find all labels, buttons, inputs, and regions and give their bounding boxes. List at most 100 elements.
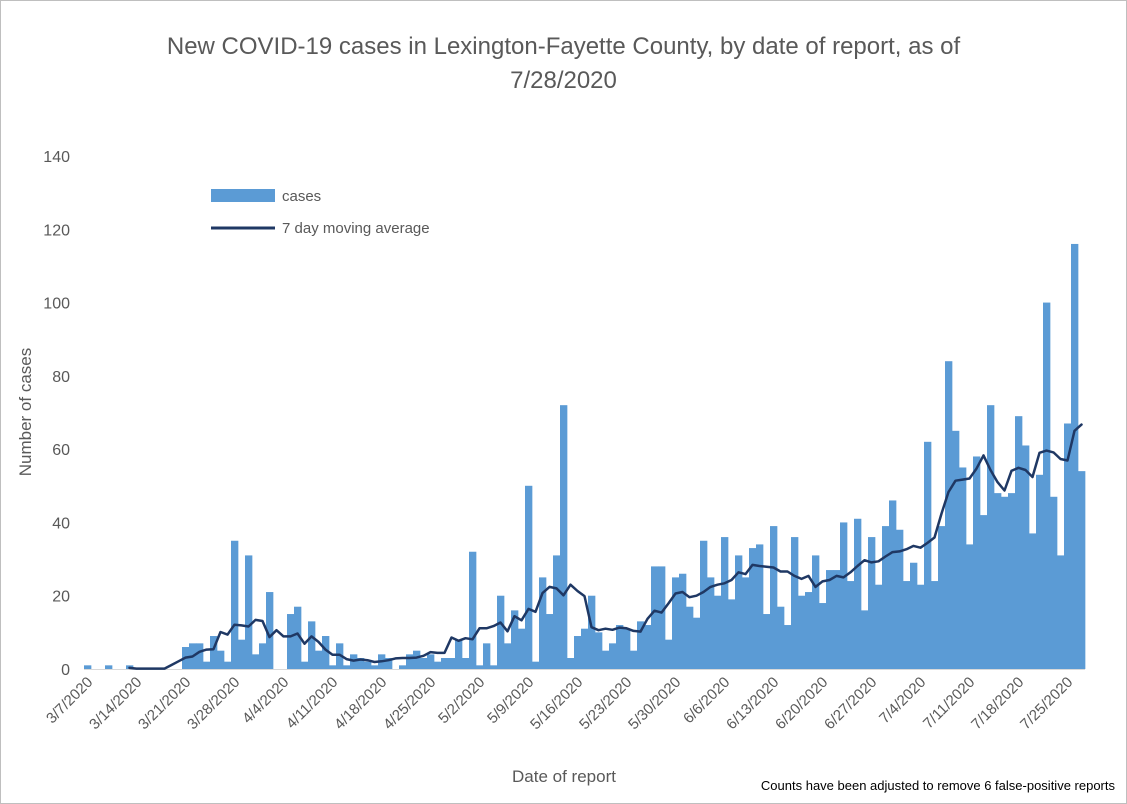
bar: [518, 628, 526, 669]
bar: [826, 570, 834, 669]
bar: [504, 643, 512, 669]
bar: [364, 661, 372, 669]
bar: [847, 581, 855, 669]
bar: [952, 430, 960, 669]
bar: [441, 658, 449, 669]
bar: [84, 665, 92, 669]
bar: [266, 592, 274, 669]
bar: [959, 467, 967, 669]
bar: [245, 555, 253, 669]
bar: [994, 493, 1002, 669]
x-tick-label: 7/25/2020: [1017, 674, 1076, 733]
bar: [917, 584, 925, 669]
bar: [805, 592, 813, 669]
bar: [231, 540, 239, 669]
bar: [301, 661, 309, 669]
bar: [462, 658, 470, 669]
bar: [938, 526, 946, 669]
bar: [987, 405, 995, 669]
bar: [735, 555, 743, 669]
bar: [966, 544, 974, 669]
bar: [609, 643, 617, 669]
x-tick-label: 5/30/2020: [625, 674, 684, 733]
bar: [455, 639, 463, 669]
legend-label-cases: cases: [282, 188, 321, 205]
x-tick-label: 4/25/2020: [380, 674, 439, 733]
chart-title-line2: 7/28/2020: [510, 67, 617, 94]
bar: [406, 654, 414, 669]
y-tick-label: 80: [52, 369, 70, 386]
bar: [224, 661, 232, 669]
y-tick-label: 120: [43, 222, 70, 239]
bar: [672, 577, 680, 669]
bar: [539, 577, 547, 669]
bar-series: [84, 243, 1086, 669]
bar: [1022, 445, 1030, 669]
bar: [105, 665, 113, 669]
bar: [259, 643, 267, 669]
bar: [882, 526, 890, 669]
bar: [1029, 533, 1037, 669]
bar: [476, 665, 484, 669]
bar: [203, 661, 211, 669]
bar: [931, 581, 939, 669]
bar: [546, 614, 554, 669]
bar: [1001, 496, 1009, 669]
bar: [1050, 496, 1058, 669]
bar: [434, 661, 442, 669]
bar: [1036, 474, 1044, 669]
bar: [252, 654, 260, 669]
bar: [1064, 423, 1072, 669]
bar: [854, 518, 862, 669]
chart-title: New COVID-19 cases in Lexington-Fayette …: [0, 30, 1127, 98]
y-tick-label: 20: [52, 589, 70, 606]
bar: [595, 632, 603, 669]
bar: [875, 584, 883, 669]
x-tick-label: 3/28/2020: [184, 674, 243, 733]
bar: [217, 650, 225, 669]
bar: [861, 610, 869, 669]
x-tick-label: 3/21/2020: [135, 674, 194, 733]
bar: [483, 643, 491, 669]
bar: [511, 610, 519, 669]
x-tick-label: 5/23/2020: [576, 674, 635, 733]
bar: [721, 537, 729, 669]
legend: cases 7 day moving average: [211, 188, 430, 237]
bar: [525, 485, 533, 669]
bar: [560, 405, 568, 669]
bar: [980, 515, 988, 669]
bar: [784, 625, 792, 669]
bar: [1043, 302, 1051, 669]
line-series: [128, 423, 1083, 670]
bar: [238, 639, 246, 669]
x-tick-label: 6/13/2020: [723, 674, 782, 733]
bar: [686, 606, 694, 669]
bar: [777, 606, 785, 669]
bar: [602, 650, 610, 669]
bar: [700, 540, 708, 669]
footnote: Counts have been adjusted to remove 6 fa…: [760, 778, 1115, 793]
bar: [644, 625, 652, 669]
bar: [658, 566, 666, 669]
legend-label-moving-average: 7 day moving average: [282, 220, 430, 237]
bar: [329, 665, 337, 669]
x-tick-label: 6/20/2020: [772, 674, 831, 733]
bar: [651, 566, 659, 669]
y-axis: 0 20 40 60 80 100 120 140: [43, 149, 70, 679]
bar: [588, 595, 596, 669]
bar: [637, 621, 645, 669]
bar: [945, 361, 953, 669]
bar: [623, 628, 631, 669]
bar: [385, 658, 393, 669]
bar: [868, 537, 876, 669]
bar: [322, 636, 330, 669]
bar: [210, 636, 218, 669]
bar: [833, 570, 841, 669]
x-tick-label: 6/27/2020: [821, 674, 880, 733]
bar: [532, 661, 540, 669]
bar: [343, 665, 351, 669]
bar: [756, 544, 764, 669]
bar: [497, 595, 505, 669]
bar: [196, 643, 204, 669]
